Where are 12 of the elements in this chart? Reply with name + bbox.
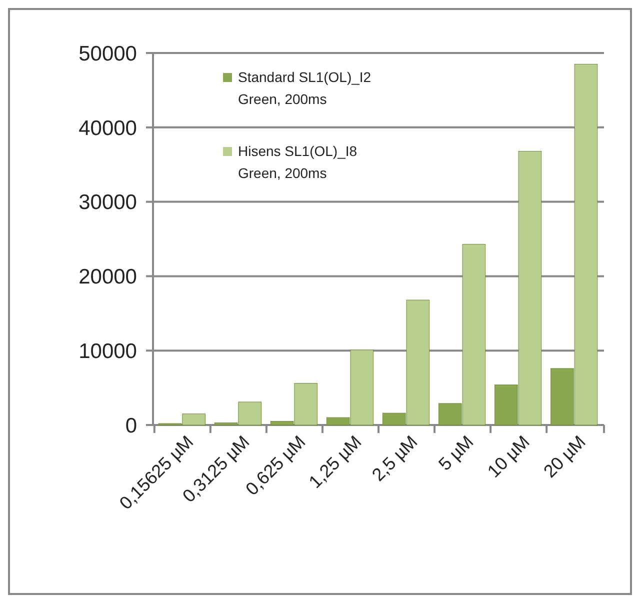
y-tick-label: 30000 xyxy=(78,191,137,214)
y-tick-label: 10000 xyxy=(78,340,137,363)
legend-label: Standard SL1(OL)_I2 Green, 200ms xyxy=(238,69,372,107)
y-tick-label: 0 xyxy=(125,414,137,438)
x-tick-label: 20 µM xyxy=(540,432,590,482)
y-tick-label: 50000 xyxy=(78,42,137,66)
x-tick-label: 10 µM xyxy=(484,432,534,482)
x-tick-label: 5 µM xyxy=(434,432,478,474)
y-tick-label: 20000 xyxy=(78,266,137,289)
y-tick-label: 40000 xyxy=(78,116,137,140)
legend-label: Hisens SL1(OL)_I8 Green, 200ms xyxy=(238,143,358,181)
x-tick-label: 2,5 µM xyxy=(368,432,422,485)
